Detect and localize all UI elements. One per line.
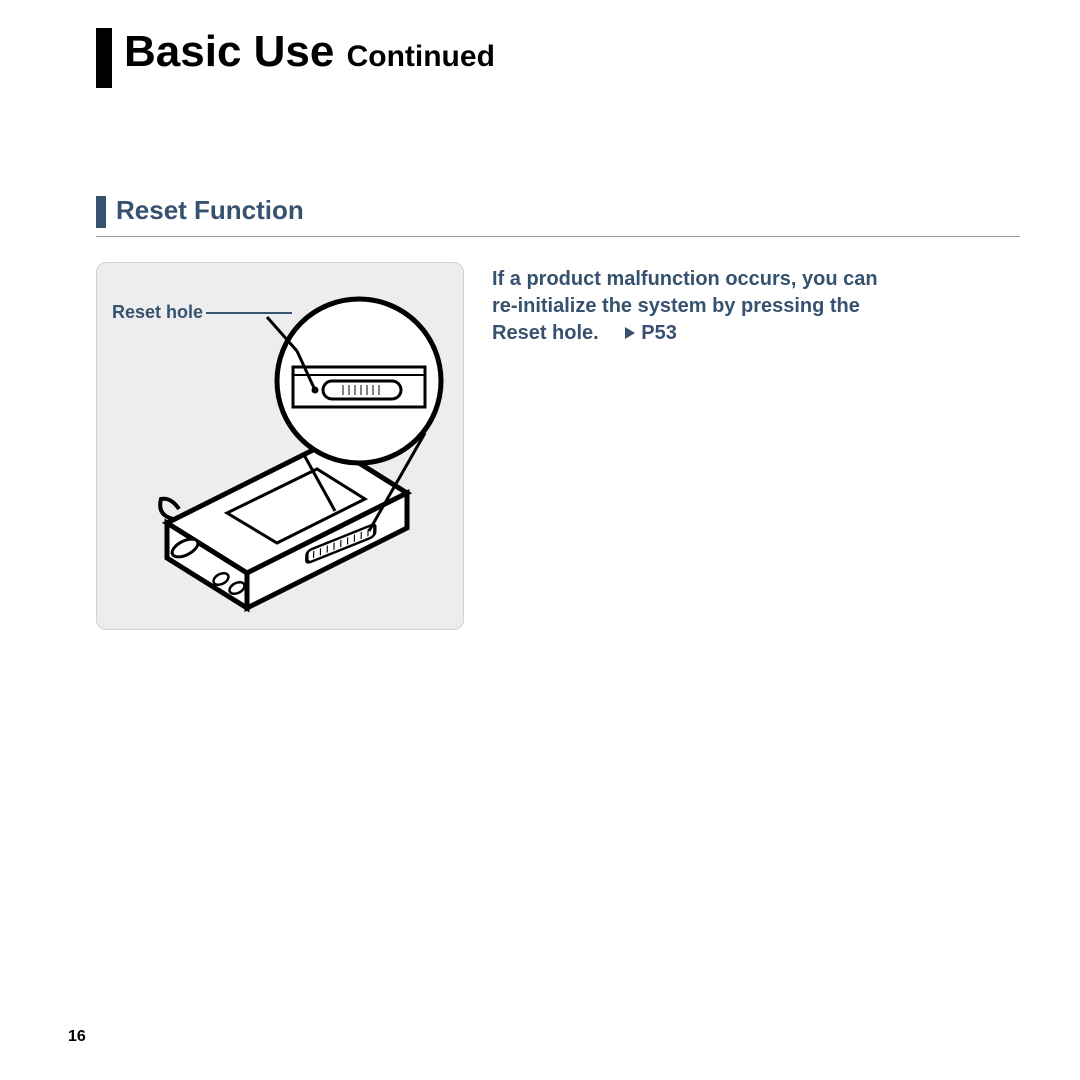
section-rule (96, 236, 1020, 237)
page-ref-text: P53 (641, 322, 677, 344)
page-ref-icon (622, 325, 638, 341)
instruction-line-1: If a product malfunction occurs, you can (492, 268, 878, 290)
instruction-line-3: Reset hole. (492, 322, 599, 344)
page-reference: P53 (622, 320, 677, 347)
section-heading: Reset Function (116, 196, 304, 225)
page-title: Basic Use Continued (124, 30, 495, 74)
instruction-text: If a product malfunction occurs, you can… (492, 266, 970, 347)
title-continued-text: Continued (347, 40, 495, 73)
section-accent-bar (96, 196, 106, 228)
instruction-line-2: re-initialize the system by pressing the (492, 295, 860, 317)
page-number: 16 (68, 1028, 86, 1046)
title-main-text: Basic Use (124, 27, 334, 76)
title-accent-bar (96, 28, 112, 88)
callout-leader-line (206, 312, 292, 314)
manual-page: Basic Use Continued Reset Function (0, 0, 1080, 1080)
callout-label: Reset hole (112, 302, 203, 323)
